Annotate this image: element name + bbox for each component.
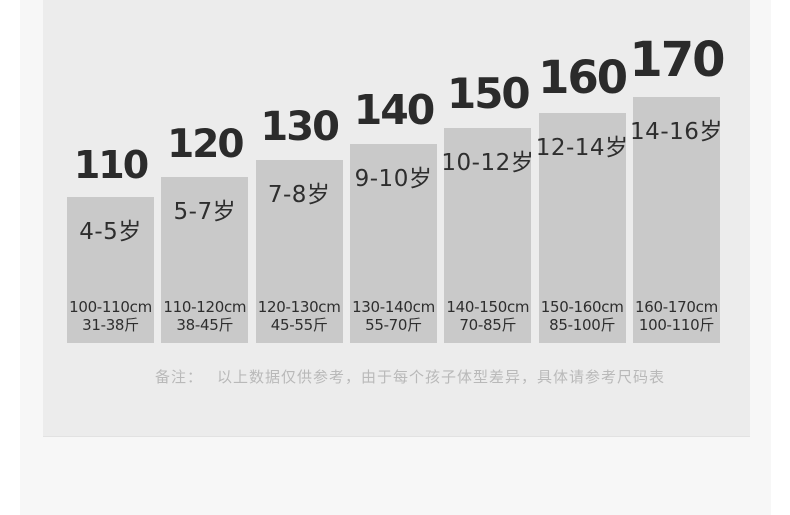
size-bar-group: 140 9-10岁 130-140cm 55-70斤 (349, 86, 437, 343)
size-label: 140 (353, 86, 436, 134)
height-weight-specs: 160-170cm 100-110斤 (635, 298, 718, 336)
size-label: 120 (167, 122, 244, 167)
size-chart-panel: 110 4-5岁 100-110cm 31-38斤 120 5-7岁 110-1… (43, 0, 750, 437)
weight-range: 85-100斤 (549, 316, 616, 335)
size-label: 160 (538, 51, 628, 104)
age-range-label: 7-8岁 (267, 182, 331, 208)
size-bar-group: 130 7-8岁 120-130cm 45-55斤 (255, 104, 343, 343)
age-range-label: 4-5岁 (79, 219, 142, 245)
size-bar-group: 120 5-7岁 110-120cm 38-45斤 (161, 122, 249, 343)
age-range-label: 12-14岁 (535, 135, 629, 161)
size-bar-group: 110 4-5岁 100-110cm 31-38斤 (67, 146, 154, 343)
height-weight-specs: 130-140cm 55-70斤 (352, 298, 435, 336)
size-bar-group: 160 12-14岁 150-160cm 85-100斤 (535, 51, 629, 343)
height-weight-specs: 150-160cm 85-100斤 (541, 298, 624, 336)
size-label: 150 (446, 69, 531, 118)
size-bar: 10-12岁 140-150cm 70-85斤 (441, 128, 535, 343)
height-weight-specs: 110-120cm 38-45斤 (163, 298, 246, 336)
weight-range: 38-45斤 (176, 316, 234, 335)
age-range-label: 5-7岁 (173, 199, 237, 225)
weight-range: 70-85斤 (459, 316, 517, 335)
footnote-label: 备注： (155, 368, 204, 386)
weight-range: 100-110斤 (638, 316, 715, 335)
size-bar: 14-16岁 160-170cm 100-110斤 (630, 97, 723, 343)
size-bar: 5-7岁 110-120cm 38-45斤 (161, 177, 249, 343)
age-range-label: 10-12岁 (441, 150, 535, 176)
height-range: 130-140cm (352, 297, 435, 316)
height-range: 110-120cm (163, 297, 247, 316)
bars-row: 110 4-5岁 100-110cm 31-38斤 120 5-7岁 110-1… (67, 0, 726, 343)
height-range: 160-170cm (635, 297, 718, 316)
footnote-text: 以上数据仅供参考，由于每个孩子体型差异，具体请参考尺码表 (217, 368, 666, 386)
size-bar: 9-10岁 130-140cm 55-70斤 (349, 144, 437, 343)
size-bar-group: 150 10-12岁 140-150cm 70-85斤 (441, 69, 535, 343)
size-bar: 12-14岁 150-160cm 85-100斤 (535, 113, 629, 343)
height-range: 100-110cm (69, 297, 152, 316)
height-weight-specs: 140-150cm 70-85斤 (446, 298, 529, 336)
weight-range: 55-70斤 (365, 316, 422, 335)
height-weight-specs: 100-110cm 31-38斤 (69, 298, 152, 336)
size-bar: 4-5岁 100-110cm 31-38斤 (67, 197, 154, 343)
footnote: 备注： 以上数据仅供参考，由于每个孩子体型差异，具体请参考尺码表 (155, 366, 665, 387)
size-bar-group: 170 14-16岁 160-170cm 100-110斤 (629, 36, 726, 343)
size-label: 130 (260, 104, 339, 150)
height-range: 150-160cm (540, 297, 624, 316)
size-label: 170 (629, 32, 725, 88)
size-bar: 7-8岁 120-130cm 45-55斤 (255, 160, 343, 343)
weight-range: 31-38斤 (82, 316, 139, 335)
height-weight-specs: 120-130cm 45-55斤 (258, 298, 341, 336)
age-range-label: 14-16岁 (630, 119, 723, 145)
height-range: 140-150cm (446, 297, 530, 316)
weight-range: 45-55斤 (270, 316, 328, 335)
age-range-label: 9-10岁 (354, 166, 433, 192)
size-label: 110 (73, 143, 149, 187)
height-range: 120-130cm (257, 297, 341, 316)
